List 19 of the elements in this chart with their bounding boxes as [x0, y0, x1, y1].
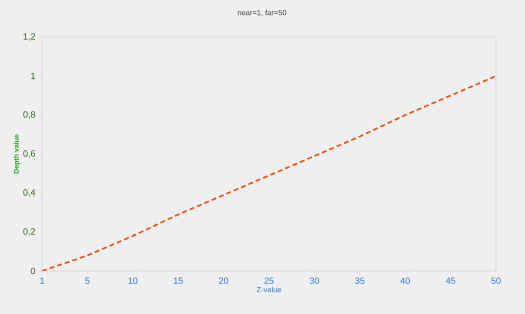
- x-tick-label: 15: [174, 278, 183, 284]
- x-tick-label: 30: [310, 278, 320, 284]
- x-tick-label: 10: [128, 278, 138, 284]
- y-tick-label: 0: [30, 268, 36, 274]
- x-tick-label: 1: [40, 278, 44, 284]
- y-tick-label: 1: [31, 72, 36, 80]
- x-tick-label: 25: [264, 278, 274, 284]
- y-tick-label: 0,6: [23, 150, 36, 158]
- x-tick-label: 45: [446, 278, 456, 284]
- x-tick-label: 35: [355, 278, 364, 284]
- x-tick-label: 50: [491, 278, 501, 284]
- y-tick-label: 0,2: [23, 228, 36, 236]
- x-tick-label: 40: [400, 278, 410, 284]
- line-series: [42, 75, 496, 271]
- y-tick-label: 0,8: [23, 111, 36, 119]
- y-tick-label: 1,2: [24, 33, 36, 41]
- x-tick-label: 5: [85, 278, 90, 284]
- y-tick-label: 0,4: [23, 189, 36, 197]
- x-tick-label: 20: [219, 278, 228, 284]
